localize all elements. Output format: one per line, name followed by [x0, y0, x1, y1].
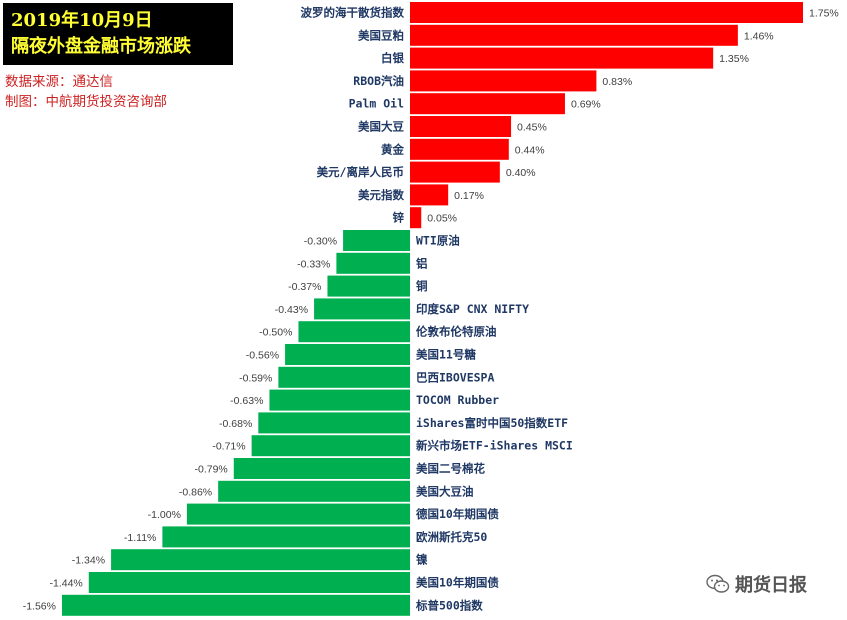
category-label: 美国大豆油 [416, 484, 474, 498]
bar [233, 458, 410, 479]
data-label: -0.37% [288, 281, 321, 293]
bar [410, 207, 422, 229]
bar [251, 435, 410, 457]
category-label: 铝 [416, 256, 428, 270]
data-label: -0.50% [259, 327, 292, 339]
chart-producer: 制图：中航期货投资咨询部 [5, 94, 167, 110]
category-label: 美国豆粕 [358, 28, 404, 42]
data-label: -0.71% [212, 441, 245, 453]
data-label: -0.68% [219, 418, 252, 430]
data-label: -0.30% [304, 236, 337, 248]
data-label: 0.44% [515, 144, 545, 156]
bar [410, 2, 803, 23]
data-label: -0.63% [230, 395, 263, 407]
data-label: -0.33% [297, 258, 330, 270]
data-label: -0.59% [239, 372, 272, 384]
category-label: 黄金 [381, 142, 404, 156]
category-label: 美国大豆 [358, 120, 404, 134]
bar [314, 298, 410, 320]
data-label: 0.17% [454, 190, 484, 202]
data-label: 0.83% [602, 76, 632, 88]
bar [327, 275, 410, 297]
data-label: -0.86% [179, 486, 212, 498]
bar [258, 412, 410, 434]
chart-title: 隔夜外盘金融市场涨跌 [11, 36, 191, 57]
watermark-text: 期货日报 [735, 575, 807, 596]
wechat-icon [706, 574, 730, 593]
data-label: -0.43% [275, 304, 308, 316]
bar [269, 389, 410, 411]
bar [111, 549, 411, 571]
data-label: -0.56% [246, 350, 279, 362]
category-label: 美元/离岸人民币 [317, 165, 404, 179]
category-label: 镍 [416, 553, 428, 567]
category-label: 德国10年期国债 [415, 507, 499, 521]
category-label: iShares富时中国50指数ETF [416, 416, 568, 430]
bar [410, 116, 512, 137]
category-label: 伦敦布伦特原油 [416, 325, 497, 339]
category-label: 美国10年期国债 [416, 576, 499, 590]
bar [410, 138, 509, 160]
bar [278, 366, 410, 388]
bar [336, 252, 410, 274]
bar [410, 24, 738, 46]
data-label: 0.40% [506, 167, 536, 179]
bar [186, 503, 410, 525]
category-label: 波罗的海干散货指数 [301, 6, 405, 20]
category-label: 欧洲斯托克50 [416, 530, 487, 544]
bar [62, 594, 410, 616]
bar [410, 93, 565, 115]
watermark: 期货日报 [706, 572, 807, 596]
category-label: 锌 [393, 211, 405, 225]
data-label: -0.79% [194, 464, 227, 476]
bar [410, 47, 714, 69]
category-label: 巴西IBOVESPA [416, 370, 494, 384]
data-label: -1.44% [49, 578, 82, 590]
bar [410, 70, 597, 92]
data-label: -1.11% [124, 532, 157, 544]
category-label: 印度S&P CNX NIFTY [416, 302, 529, 316]
data-label: 0.05% [427, 213, 457, 225]
category-label: Palm Oil [349, 97, 404, 111]
category-label: 白银 [381, 51, 404, 65]
category-label: 美国11号糖 [416, 348, 476, 362]
bar [218, 480, 410, 502]
bar [88, 572, 411, 593]
data-label: -1.56% [23, 600, 56, 612]
bar [410, 161, 500, 183]
bar [162, 526, 410, 548]
data-label: 0.69% [571, 99, 601, 111]
data-label: 0.45% [517, 122, 547, 134]
category-label: 美国二号棉花 [416, 462, 485, 476]
category-label: 美元指数 [358, 188, 404, 202]
data-source: 数据来源：通达信 [5, 74, 113, 90]
title-box: 2019年10月9日 隔夜外盘金融市场涨跌 [3, 3, 233, 65]
bar [298, 321, 410, 343]
category-label: 铜 [415, 279, 428, 293]
category-label: 标普500指数 [415, 598, 483, 612]
data-label: -1.00% [148, 509, 181, 521]
bar [343, 230, 410, 251]
data-label: 1.35% [719, 53, 749, 65]
chart-date: 2019年10月9日 [11, 10, 153, 31]
category-label: TOCOM Rubber [416, 393, 499, 407]
category-label: RBOB汽油 [353, 74, 404, 88]
data-label: 1.75% [809, 8, 839, 20]
category-label: WTI原油 [416, 234, 460, 248]
category-label: 新兴市场ETF-iShares MSCI [416, 439, 573, 453]
data-label: -1.34% [72, 555, 105, 567]
bar [410, 184, 449, 206]
bar [285, 344, 410, 365]
data-label: 1.46% [744, 30, 774, 42]
